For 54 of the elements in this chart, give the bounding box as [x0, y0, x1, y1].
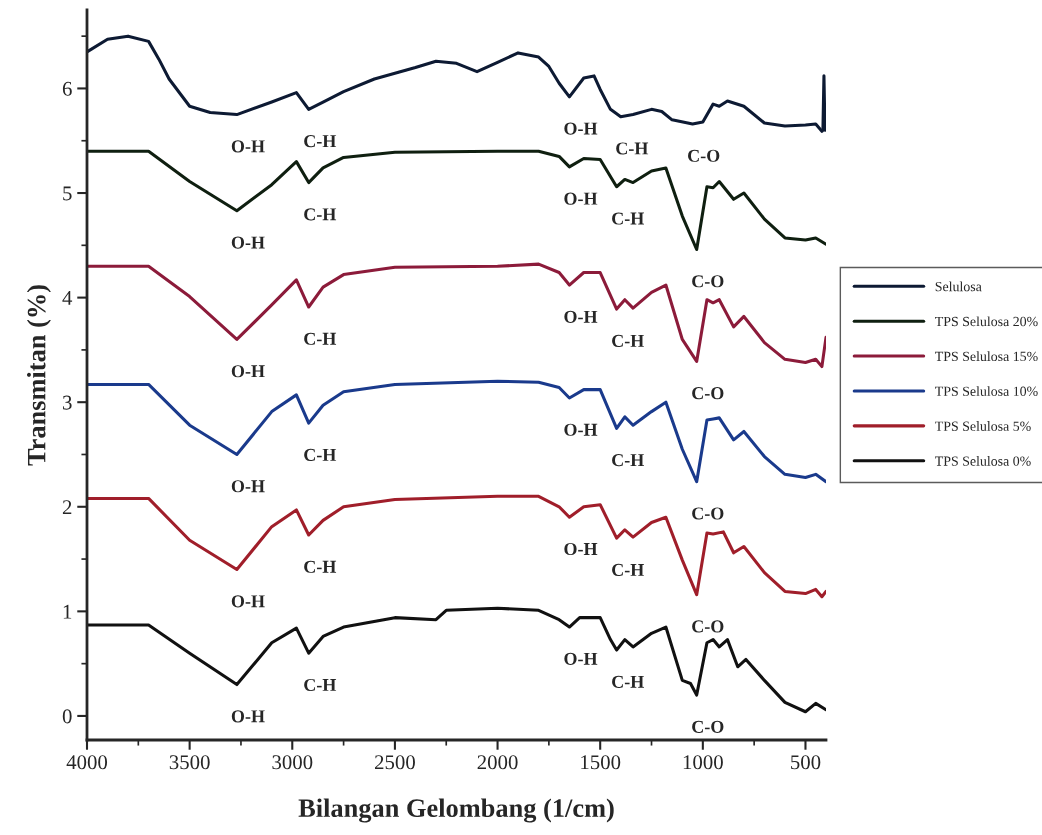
annotation: O-H	[231, 595, 265, 608]
x-tick-label: 1000	[683, 755, 723, 770]
x-tick-label: 500	[791, 755, 821, 770]
legend-label: TPS Selulosa 0%	[935, 456, 1031, 466]
y-tick-label: 0	[62, 709, 72, 724]
x-tick-label: 3500	[169, 755, 210, 770]
legend-label: TPS Selulosa 5%	[935, 421, 1031, 431]
annotation: C-H	[304, 560, 337, 573]
annotation: C-O	[688, 149, 720, 162]
x-tick-label: 4000	[66, 755, 108, 770]
y-axis-title: Transmitan (%)	[26, 285, 51, 466]
annotation: O-H	[231, 140, 265, 153]
y-tick-label: 3	[63, 395, 72, 410]
y-tick-label: 2	[62, 500, 72, 514]
annotation: O-H	[564, 542, 598, 556]
legend-label: TPS Selulosa 10%	[935, 386, 1038, 397]
x-tick-label: 3000	[272, 755, 313, 770]
x-tick-label: 2000	[477, 755, 518, 770]
legend-label: Selulosa	[935, 281, 982, 292]
annotation: C-H	[616, 142, 649, 155]
x-axis-title: Bilangan Gelombang (1/cm)	[298, 798, 614, 823]
annotation: C-H	[612, 454, 644, 467]
annotation: O-H	[564, 310, 598, 323]
y-tick-label: 1	[63, 604, 72, 619]
annotation: C-O	[692, 387, 724, 400]
annotation: C-O	[692, 507, 724, 520]
annotation: C-H	[304, 208, 337, 221]
y-tick-label: 5	[63, 186, 72, 201]
y-tick-label: 4	[62, 291, 73, 305]
x-tick-label: 2500	[375, 755, 415, 770]
annotation: O-H	[564, 423, 598, 436]
annotation: C-H	[612, 675, 644, 688]
annotation: C-H	[304, 135, 337, 148]
annotation: C-H	[304, 332, 337, 345]
annotation: C-H	[304, 678, 337, 692]
annotation: C-O	[692, 275, 724, 288]
annotation: C-O	[692, 620, 724, 633]
annotation: C-H	[612, 334, 644, 347]
annotation: C-O	[692, 720, 724, 733]
annotation: O-H	[564, 122, 598, 135]
annotation: O-H	[231, 710, 265, 723]
annotation: O-H	[564, 192, 598, 205]
line-series	[87, 34, 826, 133]
annotation: O-H	[231, 365, 265, 378]
annotation: O-H	[231, 480, 265, 493]
legend-label: TPS Selulosa 15%	[935, 351, 1038, 362]
x-tick-label: 1500	[581, 755, 621, 770]
annotation: C-H	[612, 563, 644, 576]
y-tick-label: 6	[62, 81, 72, 96]
annotation: C-H	[304, 448, 337, 461]
annotation: C-H	[612, 212, 644, 225]
annotation: O-H	[564, 652, 598, 665]
annotation: O-H	[231, 236, 265, 249]
legend-label: TPS Selulosa 20%	[935, 316, 1038, 327]
